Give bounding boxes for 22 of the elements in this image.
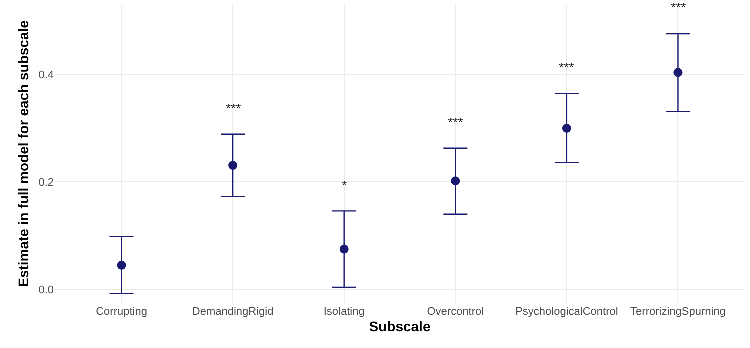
x-tick-label: DemandingRigid — [192, 306, 274, 318]
annotation: *** — [226, 101, 242, 116]
point — [228, 161, 238, 170]
y-tick-label: 0.2 — [38, 177, 54, 190]
x-tick-label: Corrupting — [96, 306, 148, 318]
point — [117, 260, 126, 270]
point — [340, 244, 349, 254]
annotation: *** — [559, 60, 574, 75]
point — [451, 176, 460, 186]
x-tick-label: TerrorizingSpurning — [630, 306, 726, 318]
annotation: *** — [671, 0, 686, 15]
y-tick-label: 0.4 — [38, 70, 54, 82]
x-tick-label: PsychologicalControl — [516, 306, 618, 318]
x-axis-title: Subscale — [369, 318, 431, 334]
annotation: *** — [448, 115, 464, 130]
point — [562, 124, 572, 133]
y-axis-title: Estimate in full model for each subscale — [15, 20, 32, 288]
x-tick-label: Overcontrol — [427, 306, 484, 318]
annotation: * — [342, 178, 348, 193]
x-tick-label: Isolating — [324, 306, 365, 318]
point — [674, 68, 683, 78]
y-tick-label: 0.0 — [38, 284, 54, 296]
